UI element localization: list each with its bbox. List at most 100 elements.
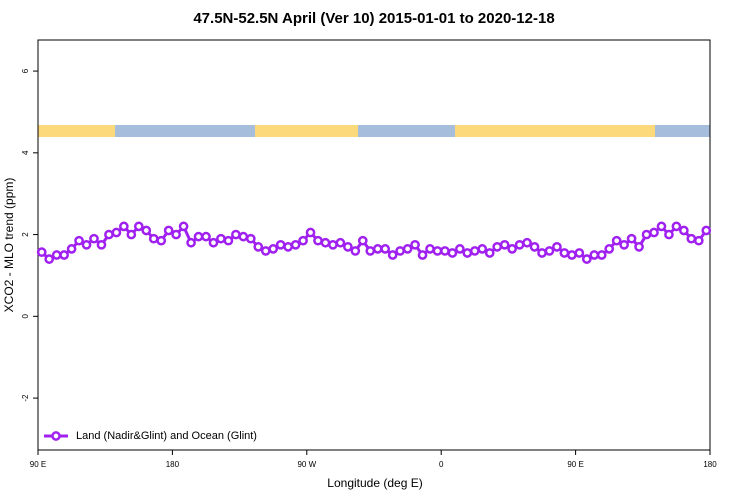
x-tick-label: 90 W (297, 460, 316, 469)
point (679, 225, 689, 236)
point (417, 250, 428, 260)
point (522, 237, 532, 248)
point (111, 227, 122, 238)
x-tick-label: 180 (703, 460, 717, 469)
point (507, 244, 517, 254)
point (604, 244, 615, 254)
x-tick-label: 180 (166, 460, 180, 469)
point (581, 254, 592, 264)
point (44, 254, 55, 264)
point (589, 250, 600, 260)
point (641, 229, 652, 240)
point (410, 239, 420, 250)
point (148, 233, 159, 244)
point (178, 221, 189, 232)
point (201, 231, 211, 242)
y-tick-label: 2 (21, 232, 30, 237)
point (462, 248, 473, 258)
point (529, 241, 540, 252)
point (96, 239, 107, 250)
point (313, 235, 323, 246)
point (440, 246, 450, 256)
y-axis-label: XCO2 - MLO trend (ppm) (2, 178, 16, 313)
point (544, 246, 555, 256)
point (245, 233, 256, 244)
point (469, 246, 480, 256)
point (74, 235, 84, 246)
point (380, 244, 391, 254)
point (163, 225, 174, 236)
point (51, 250, 62, 260)
land-ocean-mask (38, 125, 710, 137)
point (126, 229, 137, 240)
point (447, 248, 458, 258)
point (141, 225, 152, 236)
point (335, 237, 346, 248)
point (208, 237, 219, 248)
point (253, 241, 264, 252)
point (372, 244, 383, 254)
chart-title: 47.5N-52.5N April (Ver 10) 2015-01-01 to… (193, 10, 554, 27)
point (567, 250, 577, 260)
point (36, 247, 47, 258)
point (701, 225, 712, 236)
point (649, 227, 659, 238)
point (686, 233, 697, 244)
point (231, 229, 241, 240)
point (283, 241, 293, 252)
point (216, 233, 226, 244)
y-tick-label: 6 (21, 68, 30, 73)
point (432, 246, 443, 256)
point (499, 239, 510, 250)
point (275, 239, 286, 250)
point (290, 239, 301, 250)
y-tick-label: 0 (21, 314, 30, 319)
point (238, 231, 249, 242)
point (611, 235, 622, 246)
point (268, 244, 279, 254)
point (455, 244, 465, 254)
point (671, 221, 682, 232)
point (596, 250, 607, 260)
point (574, 248, 585, 258)
point (357, 235, 368, 246)
point (492, 241, 503, 252)
legend-marker (51, 431, 61, 441)
y-tick-label: 4 (21, 150, 30, 155)
point (693, 235, 704, 246)
point (365, 246, 376, 256)
point (484, 248, 495, 258)
point (223, 235, 234, 246)
point (626, 233, 637, 244)
x-tick-label: 90 E (567, 460, 583, 469)
x-tick-label: 90 E (30, 460, 46, 469)
point (305, 227, 316, 238)
point (193, 231, 204, 242)
point (186, 237, 196, 248)
point (119, 221, 129, 232)
x-axis-label: Longitude (deg E) (327, 476, 422, 490)
point (402, 244, 413, 254)
point (298, 235, 308, 246)
point (156, 235, 167, 246)
plot-frame (37, 39, 711, 451)
point (350, 246, 361, 256)
point (619, 239, 629, 250)
point (66, 244, 77, 254)
point (537, 248, 547, 258)
point (89, 233, 99, 244)
x-tick-label: 0 (439, 460, 444, 469)
point (656, 221, 667, 232)
point (59, 250, 69, 260)
point (664, 229, 674, 240)
point (320, 237, 331, 248)
y-tick-label: -2 (21, 394, 30, 402)
point (260, 246, 271, 256)
point (343, 241, 353, 252)
point (133, 221, 144, 232)
point (559, 248, 570, 258)
point (634, 241, 644, 252)
point (81, 239, 92, 250)
point (171, 229, 181, 240)
